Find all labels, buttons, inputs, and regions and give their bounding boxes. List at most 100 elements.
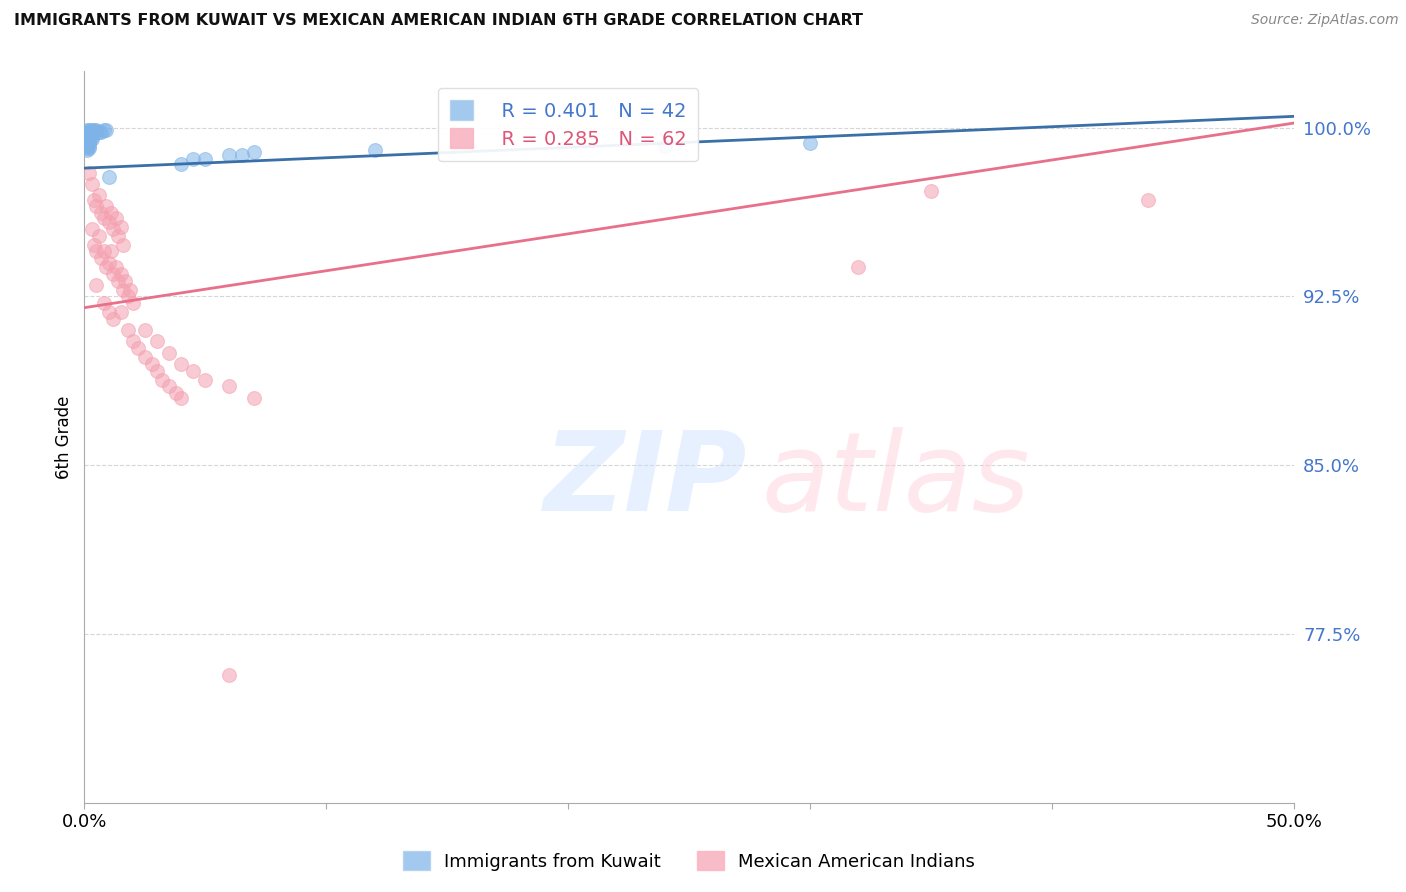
Point (77, 132, 100, 146)
Point (97, 215, 120, 229)
Point (654, 138, 676, 153)
Point (110, 267, 132, 281)
Point (76, 136, 98, 151)
Point (90, 206, 112, 220)
Point (104, 211, 127, 225)
Point (94, 123, 117, 137)
Point (117, 289, 139, 303)
Point (127, 341, 149, 355)
Point (80, 129, 103, 144)
Point (141, 357, 163, 371)
Point (86, 125, 108, 139)
Point (94, 199, 117, 213)
Point (76, 134, 98, 148)
Point (121, 296, 143, 310)
Point (76, 141, 98, 155)
Point (170, 357, 193, 371)
Point (80, 128, 103, 142)
Point (218, 667, 240, 681)
Point (77, 136, 100, 151)
Point (83, 237, 105, 252)
Point (799, 136, 821, 151)
Text: ZIP: ZIP (544, 427, 748, 534)
Point (77, 129, 100, 144)
Point (170, 391, 193, 405)
Point (80, 177, 103, 191)
Point (231, 147, 253, 161)
Point (80, 123, 103, 137)
Point (103, 312, 125, 326)
Point (107, 228, 129, 243)
Point (76, 132, 98, 146)
Point (170, 156, 193, 170)
Point (110, 305, 132, 319)
Point (218, 147, 240, 161)
Point (76, 143, 98, 157)
Point (146, 364, 169, 378)
Point (86, 199, 108, 213)
Legend: Immigrants from Kuwait, Mexican American Indians: Immigrants from Kuwait, Mexican American… (395, 844, 983, 878)
Point (134, 350, 156, 364)
Text: IMMIGRANTS FROM KUWAIT VS MEXICAN AMERICAN INDIAN 6TH GRADE CORRELATION CHART: IMMIGRANTS FROM KUWAIT VS MEXICAN AMERIC… (14, 13, 863, 29)
Point (97, 255, 120, 269)
Point (112, 283, 135, 297)
Point (77, 128, 100, 142)
Point (90, 251, 112, 265)
Point (76, 138, 98, 153)
Point (242, 145, 264, 160)
Point (87, 228, 110, 243)
Text: Source: ZipAtlas.com: Source: ZipAtlas.com (1251, 13, 1399, 28)
Point (77, 138, 100, 153)
Point (150, 373, 173, 387)
Point (194, 152, 217, 166)
Point (157, 379, 180, 393)
Point (76, 125, 98, 139)
Point (76, 129, 98, 144)
Point (93, 244, 115, 259)
Point (77, 141, 100, 155)
Point (83, 123, 105, 137)
Point (103, 222, 125, 236)
Point (920, 184, 942, 198)
Point (97, 170, 120, 185)
Point (76, 123, 98, 137)
Point (80, 222, 103, 236)
Point (120, 283, 142, 297)
Point (103, 267, 125, 281)
Point (114, 274, 136, 288)
Point (100, 244, 122, 259)
Point (1137, 193, 1160, 207)
Point (86, 123, 108, 137)
Point (242, 391, 264, 405)
Text: atlas: atlas (762, 427, 1031, 534)
Point (86, 244, 108, 259)
Point (846, 260, 869, 275)
Point (83, 193, 105, 207)
Point (93, 296, 115, 310)
Point (76, 128, 98, 142)
Point (77, 123, 100, 137)
Point (110, 219, 132, 234)
Point (87, 125, 110, 139)
Point (94, 260, 117, 275)
Point (181, 364, 204, 378)
Point (363, 143, 385, 157)
Y-axis label: 6th Grade: 6th Grade (55, 395, 73, 479)
Point (157, 345, 180, 359)
Point (121, 334, 143, 349)
Point (112, 237, 135, 252)
Point (104, 260, 127, 275)
Point (181, 152, 204, 166)
Point (80, 132, 103, 146)
Point (97, 305, 120, 319)
Point (80, 125, 103, 139)
Point (107, 274, 129, 288)
Point (134, 323, 156, 337)
Point (77, 125, 100, 139)
Point (83, 125, 105, 139)
Point (165, 386, 187, 401)
Point (90, 125, 112, 139)
Point (100, 206, 122, 220)
Point (93, 211, 115, 225)
Point (117, 323, 139, 337)
